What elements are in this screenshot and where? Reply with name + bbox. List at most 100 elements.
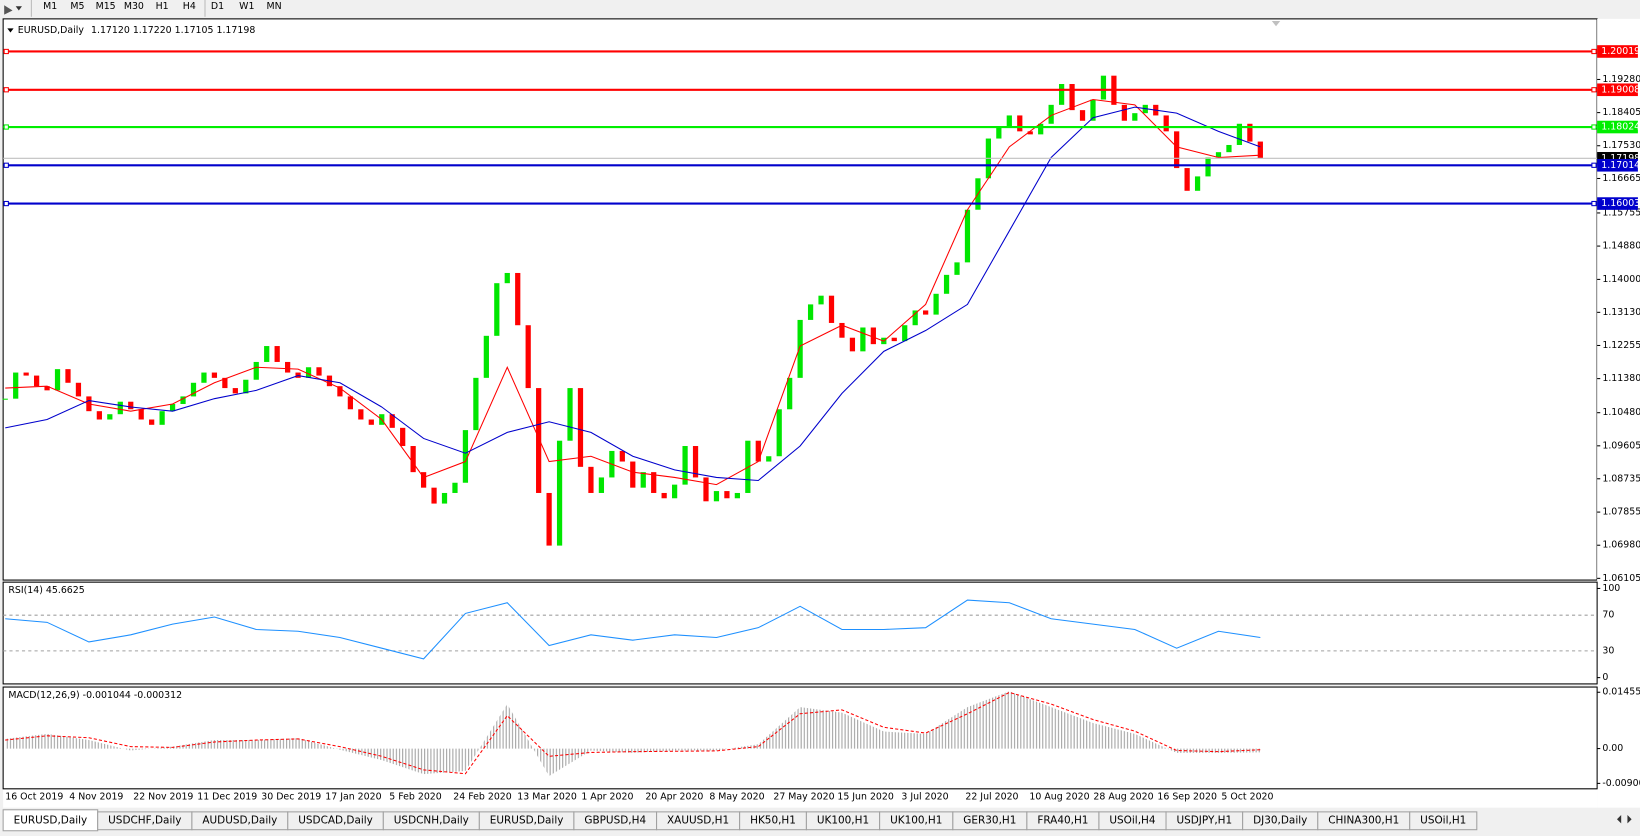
candle xyxy=(23,372,29,376)
x-tick-label: 11 Dec 2019 xyxy=(197,792,257,803)
candle xyxy=(755,440,761,462)
candle xyxy=(807,304,814,320)
chart-tab-label[interactable]: USOil,H1 xyxy=(1420,814,1466,826)
chart-tab-label[interactable]: CHINA300,H1 xyxy=(1328,814,1399,826)
macd-histogram xyxy=(5,691,1261,777)
level-label: 1.16003 xyxy=(1601,198,1640,209)
level-handle[interactable] xyxy=(1591,124,1597,130)
timeframe-button[interactable]: W1 xyxy=(239,1,254,12)
chart-tab-label[interactable]: AUDUSD,Daily xyxy=(202,814,277,826)
chart-tab-label[interactable]: UK100,H1 xyxy=(817,814,869,826)
level-handle[interactable] xyxy=(3,87,9,93)
y-tick-label: 1.14000 xyxy=(1602,274,1640,285)
y-tick-label: 1.07855 xyxy=(1602,507,1640,518)
timeframe-button[interactable]: M5 xyxy=(70,1,84,12)
candle xyxy=(305,367,312,378)
chart-tab-label[interactable]: USOil,H4 xyxy=(1109,814,1155,826)
x-tick-label: 13 Mar 2020 xyxy=(517,792,577,803)
level-tag xyxy=(1597,120,1638,134)
toolbar-dropdown[interactable] xyxy=(15,6,22,11)
candle xyxy=(1163,115,1169,132)
chart-tab-label[interactable]: USDCHF,Daily xyxy=(108,814,181,826)
candle xyxy=(441,492,448,504)
candle xyxy=(692,446,699,478)
candle xyxy=(1247,123,1253,142)
level-tag xyxy=(1597,45,1638,58)
level-handle[interactable] xyxy=(1591,87,1597,93)
candle xyxy=(787,377,793,410)
candle xyxy=(368,419,374,425)
level-handle[interactable] xyxy=(3,162,9,168)
chart-tab-label[interactable]: EURUSD,Daily xyxy=(490,814,564,826)
toolbar xyxy=(0,0,1640,19)
candle xyxy=(410,446,416,473)
symbol-menu-arrow[interactable] xyxy=(7,28,14,33)
level-handle[interactable] xyxy=(1591,48,1597,55)
chart-tab[interactable] xyxy=(1409,811,1478,831)
candle xyxy=(400,427,406,447)
toolbar-icon[interactable] xyxy=(4,5,13,15)
candle xyxy=(169,403,176,412)
chart-tab-label[interactable]: USDCNH,Daily xyxy=(394,814,469,826)
chart-tab-label[interactable]: DJ30,Daily xyxy=(1253,814,1307,826)
timeframe-button[interactable]: M30 xyxy=(124,1,144,12)
level-label: 1.19008 xyxy=(1601,84,1640,95)
candle xyxy=(954,262,960,275)
candle xyxy=(2,398,8,400)
candle xyxy=(525,325,531,389)
tab-scroll-right[interactable] xyxy=(1627,815,1632,824)
level-handle[interactable] xyxy=(3,200,9,207)
chart-title: EURUSD,Daily xyxy=(18,25,85,36)
candle xyxy=(1257,141,1263,159)
candle xyxy=(1132,113,1138,121)
chart-tab-label[interactable]: USDCAD,Daily xyxy=(298,814,373,826)
chart-tab-label[interactable]: UK100,H1 xyxy=(890,814,942,826)
candle xyxy=(504,272,510,284)
candle xyxy=(1048,104,1054,124)
level-handle[interactable] xyxy=(3,124,9,130)
x-tick-label: 22 Nov 2019 xyxy=(133,792,193,803)
timeframe-button[interactable]: MN xyxy=(266,1,281,12)
rsi-line xyxy=(5,599,1261,660)
chart-tab-label[interactable]: EURUSD,Daily xyxy=(14,814,88,826)
candle xyxy=(389,414,395,428)
timeframe-button[interactable]: M1 xyxy=(43,1,57,12)
candle xyxy=(943,274,950,294)
level-handle[interactable] xyxy=(3,48,9,55)
tab-scroll-left[interactable] xyxy=(1616,815,1622,824)
timeframe-button[interactable]: H1 xyxy=(156,1,169,12)
chart-tab-label[interactable]: GBPUSD,H4 xyxy=(584,814,646,826)
candle xyxy=(44,386,50,391)
candle xyxy=(128,401,134,410)
x-tick-label: 20 Apr 2020 xyxy=(645,792,703,803)
chart-tab-label[interactable]: USDJPY,H1 xyxy=(1176,814,1232,826)
candle xyxy=(546,492,552,546)
timeframe-button[interactable]: H4 xyxy=(183,1,196,12)
timeframe-button[interactable]: M15 xyxy=(96,1,116,12)
macd-title: MACD(12,26,9) -0.001044 -0.000312 xyxy=(8,690,182,701)
chart-tab-label[interactable]: XAUUSD,H1 xyxy=(667,814,729,826)
rsi-panel xyxy=(2,581,1598,685)
x-tick-label: 10 Aug 2020 xyxy=(1029,792,1089,803)
chart-tab-label[interactable]: GER30,H1 xyxy=(963,814,1016,826)
candle xyxy=(462,430,469,483)
candle xyxy=(640,472,646,488)
x-tick-label: 8 May 2020 xyxy=(709,792,764,803)
candle xyxy=(180,396,186,404)
timeframe-button[interactable]: D1 xyxy=(211,1,224,12)
candle xyxy=(1069,84,1075,111)
candle xyxy=(222,377,228,389)
level-handle[interactable] xyxy=(1591,162,1597,168)
candle xyxy=(839,322,845,338)
level-handle[interactable] xyxy=(1591,200,1597,207)
x-tick-label: 16 Oct 2019 xyxy=(5,792,63,803)
moving-average xyxy=(5,98,1261,486)
candle xyxy=(1226,144,1232,153)
candle xyxy=(703,477,709,502)
candle xyxy=(96,411,102,420)
chart-tab-label[interactable]: HK50,H1 xyxy=(750,814,796,826)
chart-tab-label[interactable]: FRA40,H1 xyxy=(1037,814,1088,826)
candle xyxy=(232,388,238,394)
candle xyxy=(912,310,918,326)
